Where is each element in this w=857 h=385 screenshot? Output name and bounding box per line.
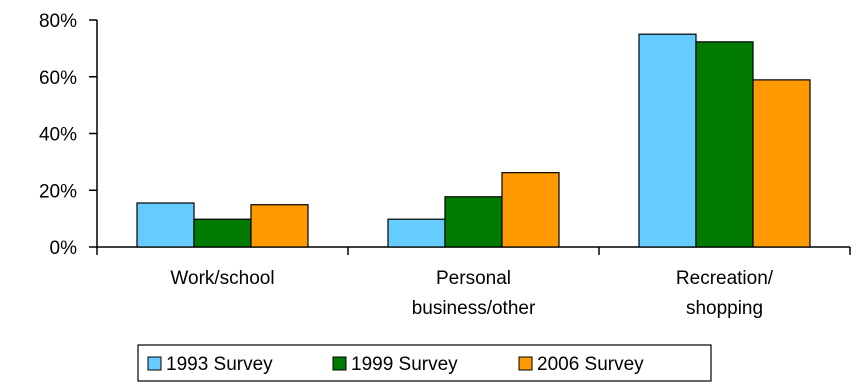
bar — [695, 41, 754, 248]
legend-label: 1999 Survey — [351, 354, 458, 375]
bars — [136, 33, 811, 248]
y-tick-label: 40% — [39, 125, 77, 146]
category-label: business/other — [412, 298, 536, 319]
legend-swatch — [518, 356, 533, 371]
category-label: Recreation/ — [676, 268, 774, 289]
legend-label: 2006 Survey — [537, 354, 644, 375]
y-tick-label: 0% — [50, 238, 78, 259]
bar — [136, 202, 195, 248]
bar — [444, 196, 503, 248]
y-tick-label: 60% — [39, 68, 77, 89]
y-tick-label: 20% — [39, 181, 77, 202]
bar — [250, 204, 309, 248]
category-label: Personal — [436, 268, 511, 289]
legend: 1993 Survey 1999 Survey 2006 Survey — [137, 344, 712, 382]
bar — [501, 172, 560, 248]
bar — [387, 218, 446, 248]
bar — [638, 33, 697, 248]
category-label: Work/school — [170, 268, 274, 289]
bar — [752, 79, 811, 248]
legend-box — [137, 344, 712, 382]
legend-label: 1993 Survey — [166, 354, 273, 375]
legend-swatch — [332, 356, 347, 371]
y-tick-label: 80% — [39, 11, 77, 32]
y-tick-labels: 0% 20% 40% 60% 80% — [39, 11, 77, 259]
legend-swatch — [147, 356, 162, 371]
category-label: shopping — [686, 298, 763, 319]
bar — [193, 218, 252, 248]
category-labels: Work/school Personal business/other Recreat… — [170, 268, 773, 319]
